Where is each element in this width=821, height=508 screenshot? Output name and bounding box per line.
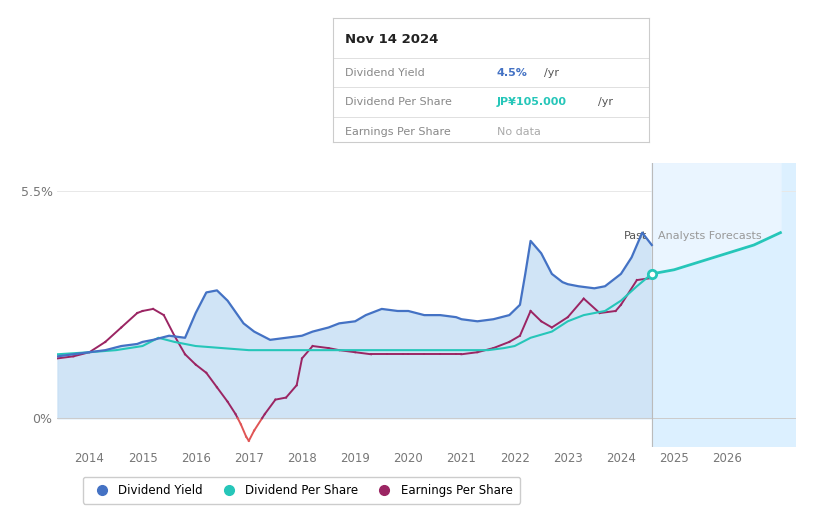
Text: Nov 14 2024: Nov 14 2024 [345,33,438,46]
Legend: Dividend Yield, Dividend Per Share, Earnings Per Share: Dividend Yield, Dividend Per Share, Earn… [83,477,520,504]
Text: No data: No data [497,128,541,137]
Text: Earnings Per Share: Earnings Per Share [345,128,451,137]
Text: Dividend Yield: Dividend Yield [345,68,425,78]
Text: JP¥105.000: JP¥105.000 [497,98,566,107]
Text: /yr: /yr [544,68,559,78]
Bar [652,163,796,447]
Text: /yr: /yr [598,98,613,107]
Text: 4.5%: 4.5% [497,68,528,78]
Text: Past: Past [624,231,648,241]
Text: Analysts Forecasts: Analysts Forecasts [658,231,762,241]
Text: Dividend Per Share: Dividend Per Share [345,98,452,107]
